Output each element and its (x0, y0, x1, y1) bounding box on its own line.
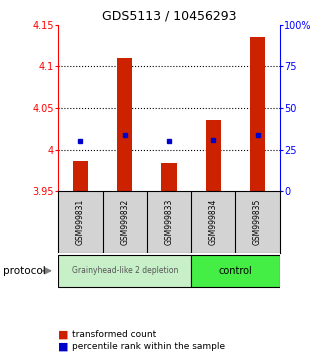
Text: protocol: protocol (3, 266, 46, 276)
Bar (191, 255, 280, 287)
Text: ■: ■ (58, 330, 69, 339)
Bar (58, 255, 191, 287)
Bar (117, 58, 133, 191)
Bar (73, 161, 88, 191)
Text: control: control (218, 266, 252, 276)
Text: GSM999835: GSM999835 (253, 199, 262, 245)
Bar (161, 163, 177, 191)
Text: ■: ■ (58, 341, 69, 351)
Title: GDS5113 / 10456293: GDS5113 / 10456293 (102, 9, 236, 22)
Text: GSM999834: GSM999834 (209, 199, 218, 245)
Bar (250, 37, 265, 191)
Text: Grainyhead-like 2 depletion: Grainyhead-like 2 depletion (72, 266, 178, 275)
Text: GSM999833: GSM999833 (165, 199, 173, 245)
Bar (205, 120, 221, 191)
Text: GSM999832: GSM999832 (120, 199, 129, 245)
Text: GSM999831: GSM999831 (76, 199, 85, 245)
Text: transformed count: transformed count (72, 330, 156, 339)
Text: percentile rank within the sample: percentile rank within the sample (72, 342, 225, 351)
